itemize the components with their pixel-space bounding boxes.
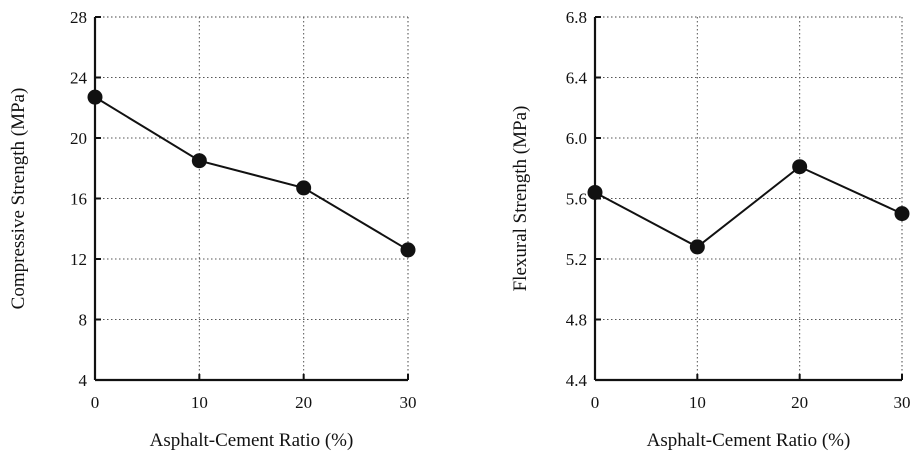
y-axis-title: Flexural Strength (MPa) [510, 106, 531, 292]
data-point [792, 159, 808, 175]
data-point [87, 89, 103, 105]
y-tick-label: 4 [79, 371, 88, 390]
x-tick-label: 10 [191, 393, 208, 412]
x-tick-label: 30 [894, 393, 911, 412]
y-tick-label: 4.8 [566, 311, 587, 330]
y-tick-label: 20 [70, 129, 87, 148]
data-point [400, 242, 416, 258]
y-tick-label: 24 [70, 69, 88, 88]
y-tick-label: 16 [70, 190, 87, 209]
y-tick-label: 8 [79, 311, 88, 330]
x-tick-label: 10 [689, 393, 706, 412]
x-tick-label: 0 [591, 393, 600, 412]
flexural-strength-chart: 4.4 4.8 5.2 5.6 6.0 6.4 6.8 0 10 20 30 Asphalt-Ceme… [510, 8, 911, 451]
y-axis-title: Compressive Strength (MPa) [8, 88, 29, 310]
data-point [191, 153, 207, 169]
data-point [689, 239, 705, 255]
x-tick-label: 20 [295, 393, 312, 412]
data-point [894, 206, 910, 222]
y-tick-label: 28 [70, 8, 87, 27]
y-tick-label: 6.8 [566, 8, 587, 27]
y-tick-label: 5.2 [566, 250, 587, 269]
y-tick-label: 12 [70, 250, 87, 269]
y-tick-label: 5.6 [566, 190, 587, 209]
series-line [94, 96, 409, 251]
data-point [296, 180, 312, 196]
y-tick-label: 6.4 [566, 69, 588, 88]
x-tick-label: 0 [91, 393, 100, 412]
x-tick-label: 20 [791, 393, 808, 412]
x-axis-title: Asphalt-Cement Ratio (%) [647, 430, 851, 451]
x-axis-title: Asphalt-Cement Ratio (%) [150, 430, 354, 451]
x-tick-label: 30 [400, 393, 417, 412]
data-point [587, 184, 603, 200]
y-tick-label: 4.4 [566, 371, 588, 390]
y-tick-label: 6.0 [566, 129, 587, 148]
series-line [594, 165, 903, 249]
compressive-strength-chart: 4 8 12 16 20 24 28 0 10 20 30 Asphalt-Cement Ratio … [8, 8, 417, 451]
